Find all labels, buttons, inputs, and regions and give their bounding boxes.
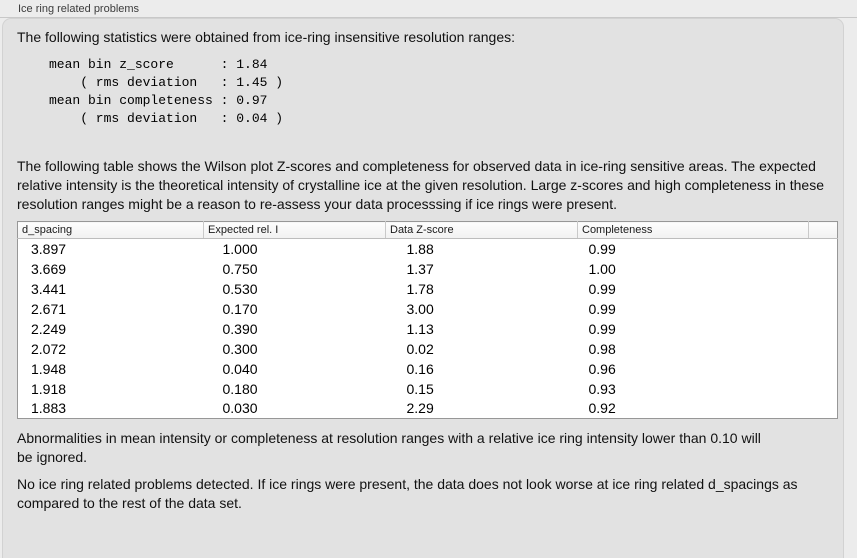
ignore-note-text: Abnormalities in mean intensity or compl… bbox=[17, 430, 761, 465]
conclusion-text: No ice ring related problems detected. I… bbox=[17, 476, 798, 511]
table-row[interactable]: 3.441 0.530 1.78 0.99 bbox=[18, 279, 838, 299]
table-row[interactable]: 2.671 0.170 3.00 0.99 bbox=[18, 299, 838, 319]
ice-ring-table-header: d_spacing Expected rel. I Data Z-score Comp… bbox=[17, 221, 838, 239]
table-cell-filler bbox=[809, 279, 838, 299]
table-cell-filler bbox=[809, 339, 838, 359]
table-cell: 3.897 bbox=[31, 240, 67, 257]
table-cell-filler bbox=[809, 379, 838, 399]
table-cell: 0.99 bbox=[588, 300, 616, 317]
table-cell: 3.00 bbox=[406, 300, 434, 317]
table-cell: 2.29 bbox=[406, 400, 434, 417]
table-cell: 0.300 bbox=[222, 340, 258, 357]
table-cell: 2.072 bbox=[31, 340, 67, 357]
table-cell: 0.530 bbox=[222, 280, 258, 297]
table-cell-filler bbox=[809, 259, 838, 279]
table-cell: 1.883 bbox=[31, 400, 67, 417]
table-cell-filler bbox=[809, 399, 838, 419]
table-cell: 0.99 bbox=[588, 320, 616, 337]
ice-ring-table: d_spacing Expected rel. I Data Z-score Comp… bbox=[17, 221, 838, 419]
table-cell: 3.441 bbox=[31, 280, 67, 297]
table-cell: 0.92 bbox=[588, 400, 616, 417]
table-row[interactable]: 2.249 0.390 1.13 0.99 bbox=[18, 319, 838, 339]
stats-summary-block: mean bin z_score : 1.84 ( rms deviation … bbox=[49, 57, 284, 126]
table-cell: 2.671 bbox=[31, 300, 67, 317]
table-cell: 0.96 bbox=[588, 360, 616, 377]
table-cell: 1.00 bbox=[588, 260, 616, 277]
column-header-filler bbox=[808, 221, 838, 239]
column-header-data-z-score[interactable]: Data Z-score bbox=[385, 221, 578, 239]
table-cell: 0.180 bbox=[222, 380, 258, 397]
table-row[interactable]: 1.918 0.180 0.15 0.93 bbox=[18, 379, 838, 399]
table-cell: 1.78 bbox=[406, 280, 434, 297]
table-cell: 1.000 bbox=[222, 240, 258, 257]
table-cell: 0.170 bbox=[222, 300, 258, 317]
table-cell: 0.390 bbox=[222, 320, 258, 337]
table-cell: 1.918 bbox=[31, 380, 67, 397]
table-cell: 1.13 bbox=[406, 320, 434, 337]
column-header-completeness[interactable]: Completeness bbox=[577, 221, 809, 239]
table-row[interactable]: 3.897 1.000 1.88 0.99 bbox=[18, 239, 838, 259]
table-cell: 0.93 bbox=[588, 380, 616, 397]
column-header-expected-rel-i[interactable]: Expected rel. I bbox=[203, 221, 386, 239]
table-cell: 1.37 bbox=[406, 260, 434, 277]
table-cell-filler bbox=[809, 239, 838, 259]
ice-ring-panel: The following statistics were obtained f… bbox=[2, 18, 844, 558]
table-cell: 0.99 bbox=[588, 280, 616, 297]
table-row[interactable]: 1.948 0.040 0.16 0.96 bbox=[18, 359, 838, 379]
stats-intro-text: The following statistics were obtained f… bbox=[17, 29, 516, 45]
column-header-d-spacing[interactable]: d_spacing bbox=[17, 221, 204, 239]
table-cell: 0.16 bbox=[406, 360, 434, 377]
table-description-text: The following table shows the Wilson plo… bbox=[17, 158, 824, 212]
table-cell: 3.669 bbox=[31, 260, 67, 277]
table-cell: 0.030 bbox=[222, 400, 258, 417]
table-cell: 0.750 bbox=[222, 260, 258, 277]
table-cell: 1.948 bbox=[31, 360, 67, 377]
table-cell-filler bbox=[809, 359, 838, 379]
table-cell-filler bbox=[809, 299, 838, 319]
section-caption-strip: Ice ring related problems bbox=[0, 0, 857, 18]
table-cell: 0.02 bbox=[406, 340, 434, 357]
table-row[interactable]: 1.883 0.030 2.29 0.92 bbox=[18, 399, 838, 419]
table-cell: 0.15 bbox=[406, 380, 434, 397]
table-cell: 0.99 bbox=[588, 240, 616, 257]
table-cell: 0.98 bbox=[588, 340, 616, 357]
table-row[interactable]: 2.072 0.300 0.02 0.98 bbox=[18, 339, 838, 359]
table-row[interactable]: 3.669 0.750 1.37 1.00 bbox=[18, 259, 838, 279]
table-cell: 2.249 bbox=[31, 320, 67, 337]
table-cell-filler bbox=[809, 319, 838, 339]
table-cell: 0.040 bbox=[222, 360, 258, 377]
table-cell: 1.88 bbox=[406, 240, 434, 257]
section-caption: Ice ring related problems bbox=[18, 3, 140, 15]
